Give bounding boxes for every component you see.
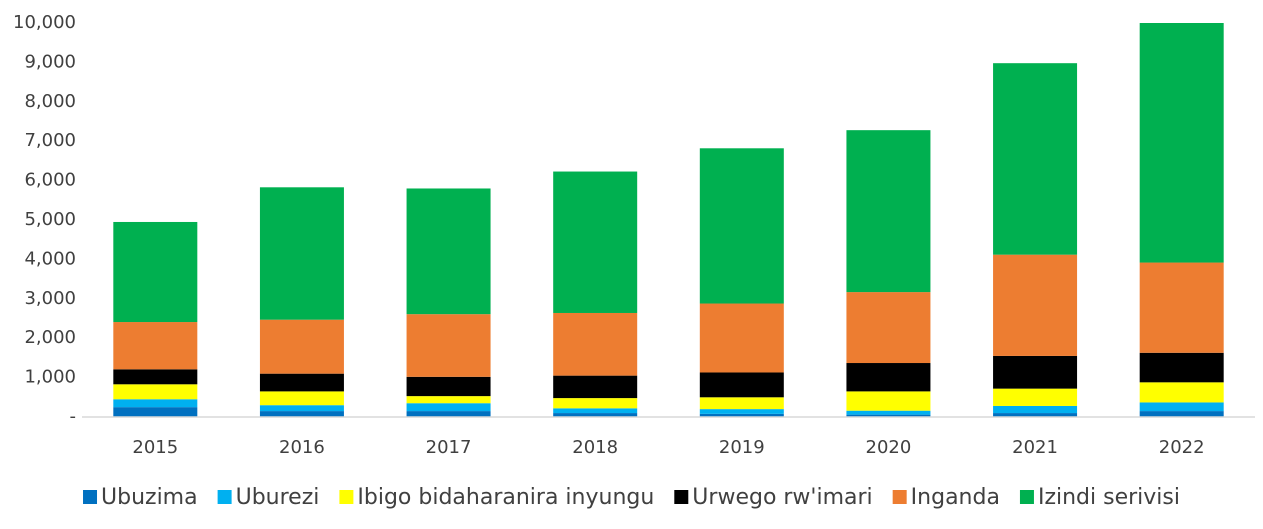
x-tick-label: 2020 (866, 437, 912, 458)
legend-swatch (83, 490, 98, 504)
bar-segment (993, 405, 1078, 414)
bar-segment (699, 413, 784, 417)
y-tick-label: 9,000 (24, 51, 76, 72)
bar-segment (259, 187, 344, 320)
bar-segment (113, 221, 198, 323)
bar-segment (1139, 382, 1224, 403)
legend-swatch (674, 490, 689, 504)
y-tick-label: 1,000 (24, 367, 76, 388)
x-tick-label: 2018 (572, 437, 618, 458)
legend-label: Urwego rw'imari (692, 485, 872, 510)
bar-segment (846, 363, 931, 392)
y-tick-label: 5,000 (24, 209, 76, 230)
bar-segment (113, 384, 198, 400)
bar-segment (553, 312, 638, 376)
bar-segment (113, 399, 198, 408)
bar-segment (993, 254, 1078, 356)
x-tick-label: 2017 (426, 437, 472, 458)
bar-segment (406, 376, 491, 397)
bar-segment (553, 171, 638, 313)
bar-segment (1139, 23, 1224, 263)
legend-swatch (892, 490, 907, 504)
y-tick-label: 3,000 (24, 288, 76, 309)
legend-label: Inganda (911, 485, 1000, 510)
bar-segment (406, 396, 491, 404)
legend-swatch (217, 490, 232, 504)
legend-swatch (339, 490, 354, 504)
y-tick-label: 2,000 (24, 327, 76, 348)
x-tick-label: 2021 (1012, 437, 1058, 458)
y-tick-label: 7,000 (24, 130, 76, 151)
bar-segment (846, 410, 931, 415)
bar-segment (259, 405, 344, 412)
bar-segment (259, 391, 344, 406)
x-tick-label: 2019 (719, 437, 765, 458)
y-tick-label: 6,000 (24, 170, 76, 191)
bar-segment (406, 188, 491, 315)
bar-segment (993, 63, 1078, 255)
bar-segment (553, 398, 638, 409)
bar-segment (993, 355, 1078, 389)
bar-segment (1139, 262, 1224, 353)
bar-segment (846, 292, 931, 364)
bar-segment (1139, 402, 1224, 412)
bar-segment (553, 408, 638, 414)
bar-segment (846, 130, 931, 293)
bar-segment (1139, 411, 1224, 417)
bar-segment (259, 373, 344, 392)
legend-label: Ibigo bidaharanira inyungu (357, 485, 654, 510)
bar-segment (113, 407, 198, 417)
y-tick-label: - (70, 406, 77, 427)
bar-segment (553, 413, 638, 417)
bar-segment (1139, 352, 1224, 383)
y-tick-label: 8,000 (24, 91, 76, 112)
bar-segment (553, 375, 638, 399)
y-tick-label: 4,000 (24, 248, 76, 269)
x-tick-label: 2015 (132, 437, 178, 458)
bar-segment (993, 388, 1078, 406)
legend-label: Uburezi (236, 485, 320, 510)
bar-segment (699, 148, 784, 304)
legend-label: Ubuzima (101, 485, 198, 510)
bar-segment (113, 322, 198, 370)
bar-segment (113, 369, 198, 385)
bar-segment (993, 413, 1078, 417)
x-tick-label: 2016 (279, 437, 325, 458)
bar-segment (699, 372, 784, 398)
bar-segment (846, 414, 931, 417)
legend-swatch (1019, 490, 1034, 504)
bar-segment (699, 303, 784, 373)
bar-segment (406, 314, 491, 377)
x-tick-label: 2022 (1159, 437, 1205, 458)
bar-segment (406, 403, 491, 412)
bar-segment (699, 397, 784, 410)
bar-segment (406, 411, 491, 417)
legend-label: Izindi serivisi (1038, 485, 1180, 510)
bar-segment (846, 391, 931, 411)
bar-segment (259, 319, 344, 374)
y-tick-label: 10,000 (13, 12, 76, 33)
bar-segment (699, 409, 784, 414)
bar-segment (259, 411, 344, 417)
